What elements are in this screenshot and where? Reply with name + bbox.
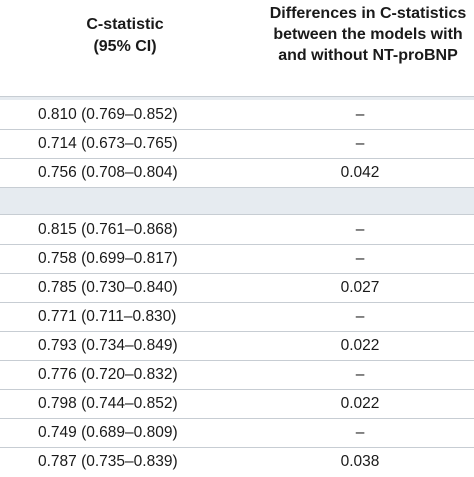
c-statistic-cell: 0.798 (0.744–0.852) <box>38 395 178 412</box>
c-statistic-cell: 0.758 (0.699–0.817) <box>38 250 178 267</box>
c-statistic-header: C-statistic (95% CI) <box>40 14 210 58</box>
c-statistic-header-line1: C-statistic <box>86 16 164 33</box>
table-row: 0.793 (0.734–0.849) 0.022 <box>0 331 474 361</box>
c-statistic-header-line2: (95% CI) <box>93 38 157 55</box>
row-divider <box>0 129 474 130</box>
c-statistic-cell: 0.714 (0.673–0.765) <box>38 135 178 152</box>
row-divider <box>0 214 474 215</box>
difference-cell: – <box>355 308 365 325</box>
difference-cell: – <box>355 424 365 441</box>
table-row: 0.785 (0.730–0.840) 0.027 <box>0 273 474 303</box>
row-divider <box>0 389 474 390</box>
c-statistic-cell: 0.749 (0.689–0.809) <box>38 424 178 441</box>
row-divider <box>0 360 474 361</box>
difference-cell: 0.042 <box>340 164 380 181</box>
table-row: 0.714 (0.673–0.765) – <box>0 129 474 159</box>
row-divider <box>0 331 474 332</box>
table-row: 0.787 (0.735–0.839) 0.038 <box>0 447 474 477</box>
table-row: 0.810 (0.769–0.852) – <box>0 100 474 130</box>
row-divider <box>0 273 474 274</box>
table-row: 0.771 (0.711–0.830) – <box>0 302 474 332</box>
c-statistic-cell: 0.815 (0.761–0.868) <box>38 221 178 238</box>
row-divider <box>0 158 474 159</box>
c-statistic-cell: 0.776 (0.720–0.832) <box>38 366 178 383</box>
table-row: 0.758 (0.699–0.817) – <box>0 244 474 274</box>
c-statistic-cell: 0.756 (0.708–0.804) <box>38 164 178 181</box>
difference-cell: 0.038 <box>340 453 380 470</box>
row-divider <box>0 447 474 448</box>
table-row: 0.776 (0.720–0.832) – <box>0 360 474 390</box>
differences-header-line3: and without NT-proBNP <box>278 47 458 64</box>
c-statistic-cell: 0.785 (0.730–0.840) <box>38 279 178 296</box>
table-row: 0.749 (0.689–0.809) – <box>0 418 474 448</box>
table-row: 0.756 (0.708–0.804) 0.042 <box>0 158 474 188</box>
difference-cell: – <box>355 366 365 383</box>
difference-cell: 0.027 <box>340 279 380 296</box>
row-divider <box>0 244 474 245</box>
difference-cell: – <box>355 221 365 238</box>
table-row: 0.815 (0.761–0.868) – <box>0 215 474 245</box>
c-statistic-cell: 0.771 (0.711–0.830) <box>38 308 177 325</box>
differences-header-line1: Differences in C-statistics <box>269 5 467 22</box>
row-divider <box>0 187 474 188</box>
c-statistic-cell: 0.810 (0.769–0.852) <box>38 106 178 123</box>
difference-cell: – <box>355 135 365 152</box>
c-statistic-cell: 0.793 (0.734–0.849) <box>38 337 178 354</box>
section-spacer-band <box>0 96 474 100</box>
row-divider <box>0 418 474 419</box>
row-divider <box>0 302 474 303</box>
group-spacer-band <box>0 188 474 214</box>
difference-cell: 0.022 <box>340 337 380 354</box>
table-row: 0.798 (0.744–0.852) 0.022 <box>0 389 474 419</box>
differences-header: Differences in C-statistics between the … <box>248 3 474 66</box>
difference-cell: – <box>355 106 365 123</box>
difference-cell: 0.022 <box>340 395 380 412</box>
differences-header-line2: between the models with <box>273 26 463 43</box>
header-rule <box>0 96 474 97</box>
table-header: C-statistic (95% CI) Differences in C-st… <box>0 0 474 96</box>
difference-cell: – <box>355 250 365 267</box>
c-statistic-cell: 0.787 (0.735–0.839) <box>38 453 178 470</box>
